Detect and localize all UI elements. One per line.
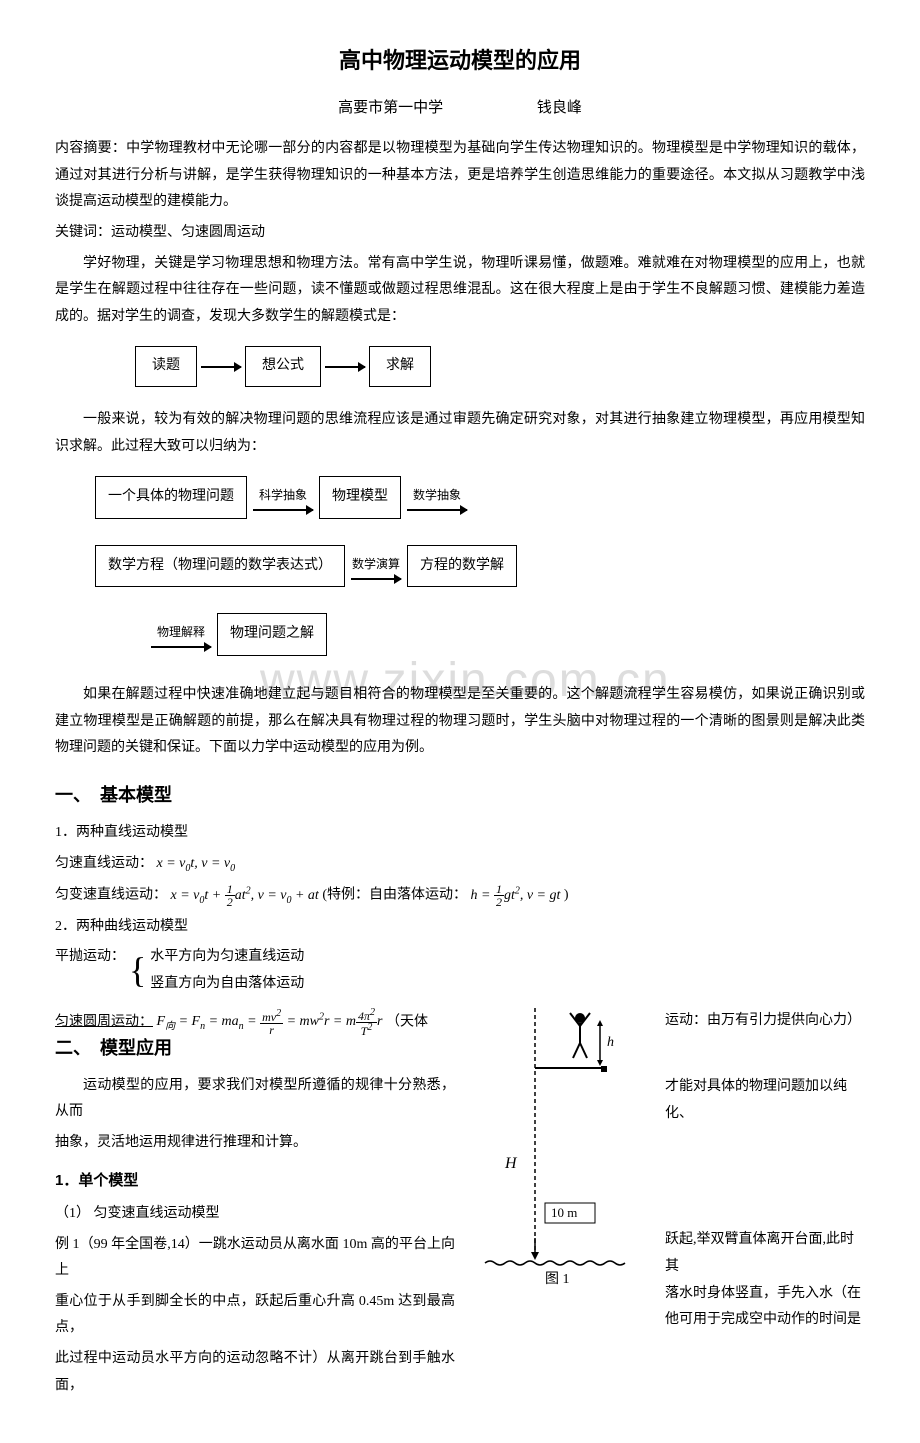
svg-text:H: H (504, 1155, 518, 1172)
labeled-arrow: 数学演算 (351, 553, 401, 580)
flow2-box: 物理问题之解 (217, 613, 327, 656)
equation-varied-linear: 匀变速直线运动： x = v0t + 12at2, v = v0 + at (特… (55, 881, 865, 909)
equation-uniform-linear: 匀速直线运动： x = v0t, v = v0 (55, 851, 865, 878)
section-1-heading: 一、 基本模型 (55, 778, 865, 812)
subsection-2-1: 1．单个模型 (55, 1167, 455, 1196)
flow-arrow (201, 366, 241, 368)
document-title: 高中物理运动模型的应用 (55, 40, 865, 82)
flow-box-read: 读题 (135, 346, 197, 387)
flowchart-detailed: 一个具体的物理问题 科学抽象 物理模型 数学抽象 数学方程（物理问题的数学表达式… (95, 476, 865, 656)
svg-text:图 1: 图 1 (545, 1272, 570, 1287)
document-content: 高中物理运动模型的应用 高要市第一中学 钱良峰 内容摘要：中学物理教材中无论哪一… (55, 40, 865, 1403)
intro-paragraph-3: 如果在解题过程中快速准确地建立起与题目相符合的物理模型是至关重要的。这个解题流程… (55, 682, 865, 762)
author-name: 钱良峰 (537, 100, 582, 116)
diving-figure: h H 10 m 图 1 (475, 1008, 645, 1288)
example-1-line-a: 例 1（99 年全国卷,14）一跳水运动员从离水面 10m 高的平台上向上 (55, 1232, 455, 1285)
flow-box-solve: 求解 (369, 346, 431, 387)
flow2-box: 数学方程（物理问题的数学表达式） (95, 545, 345, 588)
abstract: 内容摘要：中学物理教材中无论哪一部分的内容都是以物理模型为基础向学生传达物理知识… (55, 136, 865, 216)
model-type-1: （1） 匀变速直线运动模型 (55, 1201, 455, 1228)
circular-motion-equation: 匀速圆周运动： F向 = Fn = man = mv2r = mw2r = m4… (55, 1008, 455, 1037)
sec2-p2: 抽象，灵活地运用规律进行推理和计算。 (55, 1130, 455, 1157)
subsection-1-1: 1．两种直线运动模型 (55, 820, 865, 847)
flow2-box: 方程的数学解 (407, 545, 517, 588)
keywords: 关键词：运动模型、匀速圆周运动 (55, 220, 865, 247)
labeled-arrow: 物理解释 (151, 621, 211, 648)
right-column-text: 运动：由万有引力提供向心力） 才能对具体的物理问题加以纯化、 跃起,举双臂直体离… (665, 1008, 865, 1334)
svg-text:10 m: 10 m (551, 1205, 577, 1220)
labeled-arrow: 数学抽象 (407, 484, 467, 511)
flowchart-simple: 读题 想公式 求解 (135, 346, 865, 387)
flow2-box: 一个具体的物理问题 (95, 476, 247, 519)
svg-text:h: h (607, 1035, 614, 1050)
projectile-horizontal: 水平方向为匀速直线运动 (150, 944, 304, 971)
sec2-p1: 运动模型的应用，要求我们对模型所遵循的规律十分熟悉，从而 (55, 1073, 455, 1126)
example-1-line-c: 此过程中运动员水平方向的运动忽略不计）从离开跳台到手触水面， (55, 1346, 455, 1399)
subsection-1-2: 2．两种曲线运动模型 (55, 914, 865, 941)
example-1-line-b: 重心位于从手到脚全长的中点，跃起后重心升高 0.45m 达到最高点， (55, 1289, 455, 1342)
projectile-motion-block: 平抛运动： { 水平方向为匀速直线运动 竖直方向为自由落体运动 (55, 944, 865, 997)
flow-arrow (325, 366, 365, 368)
document-subtitle: 高要市第一中学 钱良峰 (55, 94, 865, 123)
intro-paragraph-2: 一般来说，较为有效的解决物理问题的思维流程应该是通过审题先确定研究对象，对其进行… (55, 407, 865, 460)
labeled-arrow: 科学抽象 (253, 484, 313, 511)
projectile-vertical: 竖直方向为自由落体运动 (150, 971, 304, 998)
intro-paragraph-1: 学好物理，关键是学习物理思想和物理方法。常有高中学生说，物理听课易懂，做题难。难… (55, 251, 865, 331)
flow2-box: 物理模型 (319, 476, 401, 519)
flow-box-formula: 想公式 (245, 346, 321, 387)
school-name: 高要市第一中学 (338, 100, 443, 116)
